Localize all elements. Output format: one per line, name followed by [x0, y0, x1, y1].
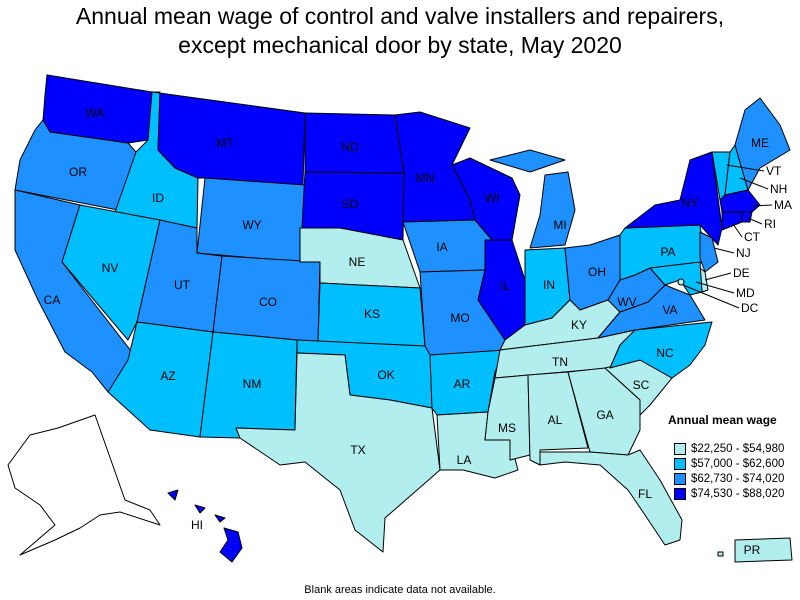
- state-nc[interactable]: [609, 321, 713, 379]
- state-nv[interactable]: [61, 204, 161, 341]
- label-ny: NY: [682, 196, 699, 210]
- label-or: OR: [69, 165, 87, 179]
- label-mi: MI: [553, 218, 566, 232]
- legend-item-3: $62,730 - $74,020: [668, 471, 784, 486]
- label-nd: ND: [341, 140, 359, 154]
- legend: Annual mean wage $22,250 - $54,980 $57,0…: [668, 413, 784, 501]
- state-me[interactable]: [734, 97, 791, 191]
- state-fl[interactable]: [539, 449, 683, 546]
- label-mo: MO: [450, 311, 469, 325]
- label-wv: WV: [617, 295, 636, 309]
- state-ak[interactable]: [7, 414, 161, 556]
- label-md: MD: [736, 286, 755, 300]
- map-title-line-2: except mechanical door by state, May 202…: [178, 32, 622, 58]
- label-ne: NE: [349, 255, 366, 269]
- label-de: DE: [733, 266, 750, 280]
- label-dc: DC: [741, 301, 759, 315]
- label-ct: CT: [744, 230, 761, 244]
- label-sc: SC: [633, 378, 650, 392]
- label-co: CO: [259, 295, 277, 309]
- label-wi: WI: [485, 191, 500, 205]
- label-tn: TN: [552, 355, 568, 369]
- label-id: ID: [152, 191, 164, 205]
- legend-label-2: $57,000 - $62,600: [691, 457, 785, 470]
- state-ct[interactable]: [721, 211, 743, 231]
- label-nh: NH: [770, 182, 787, 196]
- legend-label-4: $74,530 - $88,020: [691, 487, 785, 500]
- label-pr: PR: [744, 543, 761, 557]
- label-wy: WY: [242, 218, 261, 232]
- label-il: IL: [500, 279, 510, 293]
- legend-item-2: $57,000 - $62,600: [668, 456, 784, 471]
- state-md[interactable]: [649, 261, 703, 296]
- legend-swatch-2: [674, 457, 686, 470]
- legend-label-1: $22,250 - $54,980: [691, 442, 785, 455]
- label-nm: NM: [243, 377, 262, 391]
- state-pr[interactable]: [717, 537, 793, 563]
- state-mi[interactable]: [489, 149, 576, 249]
- state-mt[interactable]: [151, 91, 306, 186]
- legend-label-3: $62,730 - $74,020: [691, 472, 785, 485]
- label-ky: KY: [571, 318, 587, 332]
- label-ms: MS: [498, 421, 516, 435]
- state-nj[interactable]: [699, 231, 719, 273]
- label-in: IN: [543, 278, 555, 292]
- state-tx[interactable]: [235, 352, 441, 553]
- label-ca: CA: [44, 293, 61, 307]
- label-vt: VT: [766, 164, 782, 178]
- legend-swatch-4: [674, 487, 686, 500]
- label-la: LA: [457, 453, 472, 467]
- legend-swatch-3: [674, 472, 686, 485]
- label-ga: GA: [596, 408, 613, 422]
- state-ri[interactable]: [741, 211, 753, 223]
- label-hi: HI: [191, 518, 203, 532]
- state-hi[interactable]: [167, 489, 243, 563]
- label-nj: NJ: [736, 246, 751, 260]
- label-oh: OH: [588, 265, 606, 279]
- label-az: AZ: [160, 369, 175, 383]
- label-wa: WA: [86, 106, 105, 120]
- label-mt: MT: [216, 136, 234, 150]
- label-tx: TX: [350, 443, 365, 457]
- legend-item-4: $74,530 - $88,020: [668, 486, 784, 501]
- label-sd: SD: [342, 197, 359, 211]
- label-nv: NV: [102, 261, 119, 275]
- legend-title: Annual mean wage: [668, 413, 777, 427]
- label-ia: IA: [436, 240, 447, 254]
- map-title: Annual mean wage of control and valve in…: [0, 2, 800, 60]
- legend-item-1: $22,250 - $54,980: [668, 441, 784, 456]
- label-me: ME: [751, 136, 769, 150]
- label-ks: KS: [364, 307, 380, 321]
- label-pa: PA: [660, 245, 675, 259]
- label-ma: MA: [774, 198, 792, 212]
- label-va: VA: [662, 303, 677, 317]
- label-ri: RI: [764, 217, 776, 231]
- label-mn: MN: [416, 171, 435, 185]
- leader-lines: [682, 164, 773, 309]
- label-ar: AR: [454, 377, 471, 391]
- label-nc: NC: [656, 346, 674, 360]
- label-ok: OK: [377, 368, 394, 382]
- label-al: AL: [548, 413, 563, 427]
- footnote: Blank areas indicate data not available.: [304, 584, 496, 596]
- label-ut: UT: [174, 278, 191, 292]
- map-title-line-1: Annual mean wage of control and valve in…: [75, 3, 725, 29]
- state-dc[interactable]: [677, 278, 685, 286]
- label-fl: FL: [638, 487, 652, 501]
- legend-swatch-1: [674, 442, 686, 455]
